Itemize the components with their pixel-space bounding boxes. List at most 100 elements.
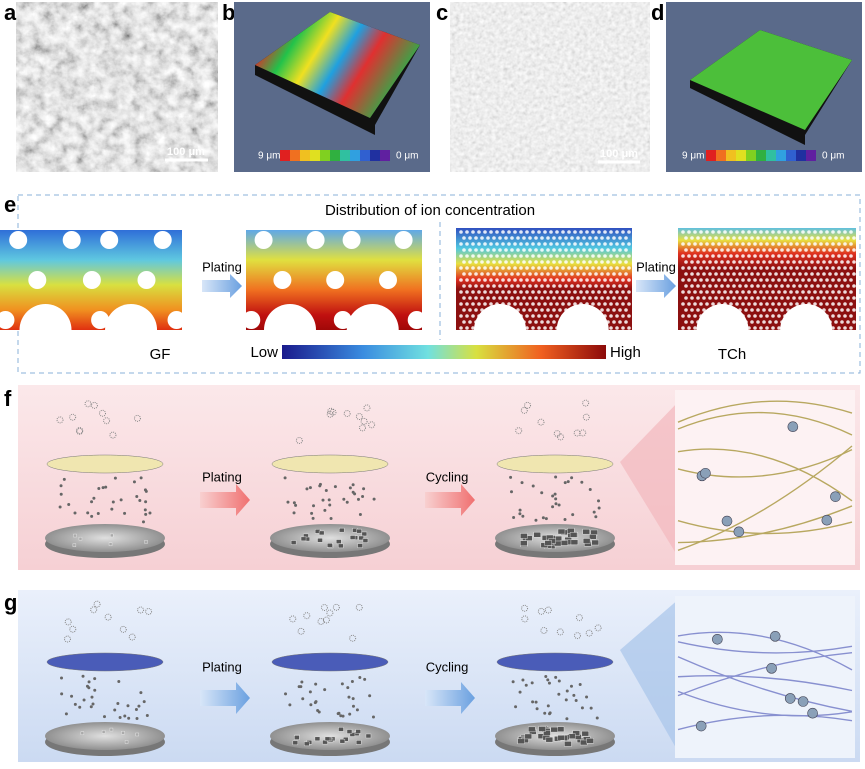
pore [480,236,484,240]
pore [696,248,700,252]
pore [753,302,757,306]
pore [759,266,763,270]
pore [717,254,721,258]
pore [783,230,787,234]
pore [498,236,502,240]
pore [597,254,601,258]
pore [834,284,838,288]
pore [744,296,748,300]
pore [699,266,703,270]
pore [753,230,757,234]
pore [741,242,745,246]
pore [711,302,715,306]
ion [317,617,325,625]
ion [326,410,334,418]
pore [732,272,736,276]
pore [786,260,790,264]
pore [612,260,616,264]
panel-label: g [4,590,17,615]
pore [480,260,484,264]
separator-layer [496,454,614,474]
pore [747,302,751,306]
particle [292,501,296,505]
pore [795,290,799,294]
particle [64,712,68,716]
ion [76,427,84,435]
pore [582,284,586,288]
pore [831,254,835,258]
sem-image [450,2,650,172]
ion [557,433,565,441]
particle [544,675,548,679]
pore [711,230,715,234]
pore [492,272,496,276]
pore [471,314,475,318]
pore [612,248,616,252]
pore [738,272,742,276]
particle [333,485,337,489]
pore [846,260,850,264]
pore [705,266,709,270]
particle [300,680,304,684]
ion [582,413,590,421]
pore [693,266,697,270]
pore [756,308,760,312]
particle [70,694,74,698]
electrode [495,722,615,750]
particle [308,690,312,694]
pore [495,266,499,270]
pore [783,278,787,282]
pore [513,230,517,234]
pore [843,326,847,330]
pore [552,248,556,252]
pore [840,308,844,312]
pore [852,236,856,240]
particle [544,517,548,521]
pore [474,272,478,276]
pore [474,308,478,312]
pore [495,278,499,282]
pore [789,290,793,294]
pore [789,266,793,270]
pore [762,296,766,300]
pore [591,290,595,294]
pore [459,290,463,294]
ion [322,616,330,624]
pore [513,266,517,270]
particle [139,476,143,480]
deposit [336,539,342,544]
particle [534,700,538,704]
deposit [533,532,541,538]
pore [618,296,622,300]
pore [570,248,574,252]
ion [104,613,112,621]
pore [534,248,538,252]
pore [741,302,745,306]
pore [819,242,823,246]
pore [813,266,817,270]
pore [504,284,508,288]
deposit [73,533,77,538]
pore [510,236,514,240]
pore [507,290,511,294]
pore [783,266,787,270]
deposit [349,732,356,737]
pore [519,302,523,306]
particle [548,711,552,715]
fiber [677,675,853,692]
particle [328,503,332,507]
pore [774,260,778,264]
ion [579,429,587,437]
particle [309,703,313,707]
pore [540,272,544,276]
pore [825,302,829,306]
pore [702,284,706,288]
pore-large [346,304,399,330]
pore [519,278,523,282]
pore [627,314,631,318]
pore [552,284,556,288]
pore [813,302,817,306]
pore [852,296,856,300]
pore [852,320,856,324]
particle [571,513,575,517]
